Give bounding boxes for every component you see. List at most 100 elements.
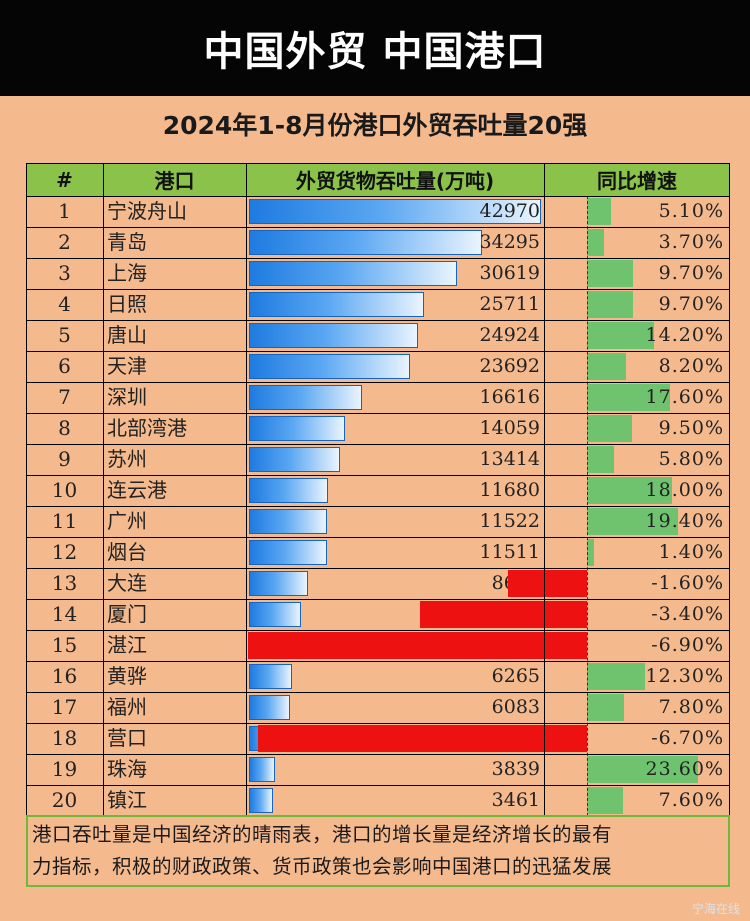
grid-line-h xyxy=(26,351,730,352)
port-name: 珠海 xyxy=(107,757,147,781)
rank-cell: 18 xyxy=(51,726,78,750)
throughput-value: 11522 xyxy=(479,510,540,532)
growth-bar-negative xyxy=(508,570,587,597)
growth-value: 5.80% xyxy=(658,448,724,470)
throughput-value: 14059 xyxy=(479,417,540,439)
grid-line-h xyxy=(26,258,730,259)
growth-value: 7.60% xyxy=(658,789,724,811)
growth-bar-positive xyxy=(587,322,654,349)
throughput-bar xyxy=(249,788,273,813)
title-banner: 中国外贸 中国港口 xyxy=(0,0,750,96)
throughput-value: 30619 xyxy=(479,262,540,284)
growth-bar-positive xyxy=(587,508,678,535)
growth-value: -1.60% xyxy=(651,572,724,594)
growth-value: -3.40% xyxy=(651,603,724,625)
growth-value: 8.20% xyxy=(658,355,724,377)
rank-cell: 5 xyxy=(58,323,71,347)
port-name: 厦门 xyxy=(107,602,147,626)
grid-line-h xyxy=(26,630,730,631)
port-ranking-table: # 港口 外贸货物吞吐量(万吨) 同比增速 1 宁波舟山 42970 5.10% 2 青岛 3429… xyxy=(26,163,730,817)
throughput-bar xyxy=(249,757,275,782)
rank-cell: 9 xyxy=(58,447,71,471)
throughput-value: 11511 xyxy=(479,541,540,563)
rank-cell: 19 xyxy=(51,757,78,781)
growth-bar-positive xyxy=(587,446,614,473)
port-name: 黄骅 xyxy=(107,664,147,688)
rank-cell: 4 xyxy=(58,292,71,316)
rank-cell: 13 xyxy=(51,571,78,595)
throughput-bar xyxy=(249,509,327,534)
grid-line-h xyxy=(26,475,730,476)
throughput-bar xyxy=(249,416,345,441)
growth-value: 12.30% xyxy=(645,665,724,687)
throughput-value: 23692 xyxy=(479,355,540,377)
grid-line-h xyxy=(26,754,730,755)
throughput-bar xyxy=(249,540,327,565)
growth-bar-negative xyxy=(258,725,587,752)
growth-value: 19.40% xyxy=(645,510,724,532)
growth-bar-positive xyxy=(587,539,594,566)
throughput-bar xyxy=(249,323,418,348)
throughput-bar xyxy=(249,447,340,472)
growth-value: 17.60% xyxy=(645,386,724,408)
rank-cell: 15 xyxy=(51,633,78,657)
port-name: 上海 xyxy=(107,261,147,285)
grid-line-h xyxy=(26,382,730,383)
growth-bar-positive xyxy=(587,787,623,814)
growth-value: 14.20% xyxy=(645,324,724,346)
grid-line-v xyxy=(729,163,730,816)
grid-line-h xyxy=(26,599,730,600)
throughput-value: 6265 xyxy=(491,665,540,687)
grid-line-h xyxy=(26,506,730,507)
port-name: 青岛 xyxy=(107,230,147,254)
throughput-value: 25711 xyxy=(479,293,540,315)
grid-line-h xyxy=(26,537,730,538)
grid-line-h xyxy=(26,227,730,228)
port-name: 深圳 xyxy=(107,385,147,409)
port-name: 湛江 xyxy=(107,633,147,657)
growth-value: 3.70% xyxy=(658,231,724,253)
grid-line-h xyxy=(26,320,730,321)
rank-cell: 7 xyxy=(58,385,71,409)
port-name: 日照 xyxy=(107,292,147,316)
growth-bar-positive xyxy=(587,384,670,411)
port-name: 广州 xyxy=(107,509,147,533)
throughput-bar xyxy=(249,354,410,379)
grid-line-h xyxy=(26,413,730,414)
commentary-line-1: 港口吞吐量是中国经济的晴雨表，港口的增长量是经济增长的最有 xyxy=(32,823,613,846)
growth-value: 5.10% xyxy=(658,200,724,222)
growth-value: 7.80% xyxy=(658,696,724,718)
port-name: 宁波舟山 xyxy=(107,199,187,223)
commentary-box: 港口吞吐量是中国经济的晴雨表，港口的增长量是经济增长的最有 力指标，积极的财政政… xyxy=(26,815,730,887)
growth-bar-positive xyxy=(587,756,698,783)
growth-bar-positive xyxy=(587,291,633,318)
rank-cell: 17 xyxy=(51,695,78,719)
port-name: 连云港 xyxy=(107,478,167,502)
banner-title: 中国外贸 中国港口 xyxy=(203,29,547,75)
rank-cell: 3 xyxy=(58,261,71,285)
header-throughput: 外贸货物吞吐量(万吨) xyxy=(246,163,544,196)
grid-line-h xyxy=(26,661,730,662)
throughput-value: 6083 xyxy=(491,696,540,718)
header-rank: # xyxy=(26,163,103,196)
grid-line-h xyxy=(26,163,730,164)
port-name: 镇江 xyxy=(107,788,147,812)
grid-line-h xyxy=(26,723,730,724)
rank-cell: 10 xyxy=(51,478,78,502)
growth-bar-positive xyxy=(587,415,632,442)
port-name: 烟台 xyxy=(107,540,147,564)
grid-line-v xyxy=(26,163,27,816)
chart-title: 2024年1-8月份港口外贸吞吐量20强 xyxy=(162,111,588,140)
throughput-value: 13414 xyxy=(479,448,540,470)
growth-bar-negative xyxy=(248,632,587,659)
throughput-bar xyxy=(249,478,328,503)
grid-line-v xyxy=(246,163,247,816)
growth-bar-positive xyxy=(587,198,611,225)
throughput-bar xyxy=(249,385,362,410)
rank-cell: 20 xyxy=(51,788,78,812)
throughput-value: 34295 xyxy=(479,231,540,253)
throughput-value: 11680 xyxy=(479,479,540,501)
grid-line-h xyxy=(26,785,730,786)
growth-bar-positive xyxy=(587,260,633,287)
port-name: 北部湾港 xyxy=(107,416,187,440)
